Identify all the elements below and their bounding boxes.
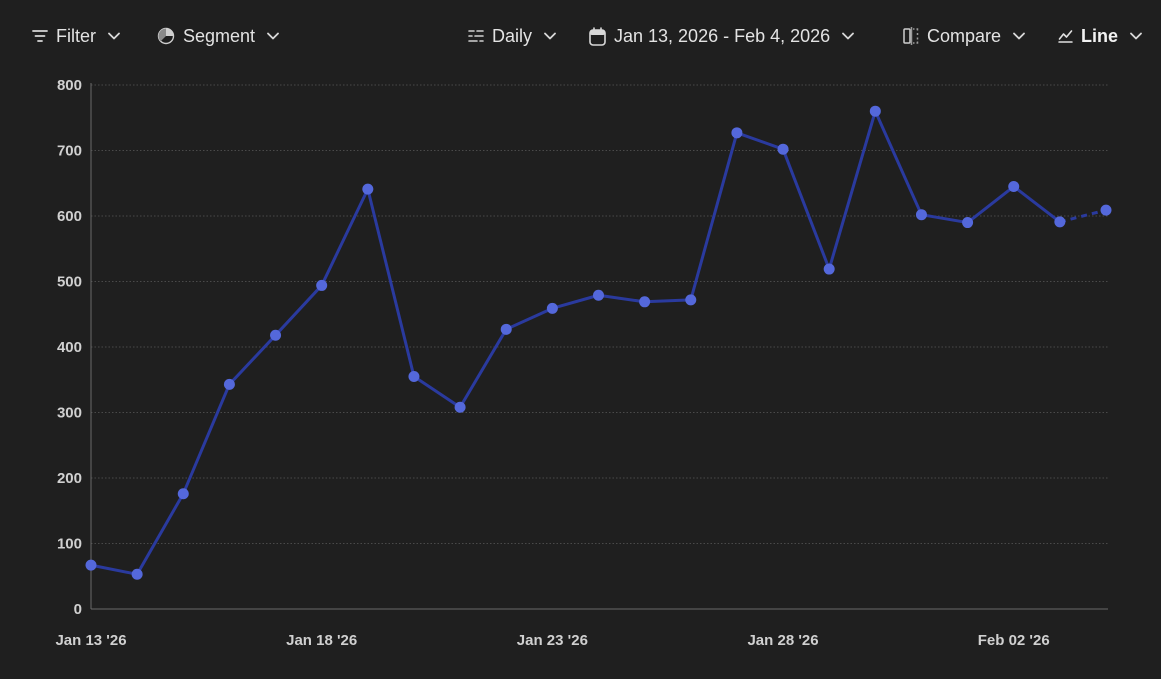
x-tick-label: Jan 23 '26 — [517, 632, 588, 649]
series-line-incomplete — [1059, 208, 1107, 224]
data-point[interactable] — [362, 183, 374, 195]
date-range-label: Jan 13, 2026 - Feb 4, 2026 — [614, 25, 831, 46]
data-point[interactable] — [869, 105, 881, 117]
data-point[interactable] — [731, 127, 743, 139]
line-chart: 0 100 200 300 400 500 600 700 800 Jan 13 '26 Jan … — [0, 70, 1161, 674]
chart-type-button[interactable]: Line — [1058, 22, 1142, 50]
y-tick-label: 0 — [74, 601, 82, 618]
y-axis: 0 100 200 300 400 500 600 700 800 — [57, 77, 92, 618]
x-tick-label: Jan 28 '26 — [747, 632, 818, 649]
y-tick-label: 400 — [57, 339, 82, 356]
data-point[interactable] — [639, 296, 651, 308]
data-point[interactable] — [223, 378, 235, 390]
chart-grid — [91, 84, 1108, 544]
y-tick-label: 800 — [57, 77, 82, 94]
chevron-down-icon — [1130, 32, 1142, 40]
line-chart-icon — [1058, 29, 1073, 43]
compare-label: Compare — [927, 25, 1002, 46]
data-point[interactable] — [270, 329, 282, 341]
calendar-icon — [589, 26, 606, 46]
toolbar: Filter Segment Daily Jan 13, 2026 - Feb … — [0, 0, 1161, 70]
x-tick-label: Feb 02 '26 — [978, 632, 1050, 649]
data-point[interactable] — [131, 568, 143, 580]
interval-icon — [468, 29, 484, 43]
data-point[interactable] — [316, 279, 328, 291]
filter-button[interactable]: Filter — [32, 22, 120, 50]
chevron-down-icon — [1013, 32, 1025, 40]
chevron-down-icon — [544, 32, 556, 40]
segment-label: Segment — [183, 25, 256, 46]
data-point[interactable] — [777, 143, 789, 155]
compare-button[interactable]: Compare — [903, 22, 1025, 50]
chart-type-label: Line — [1081, 25, 1119, 46]
data-point[interactable] — [1008, 181, 1020, 193]
data-point[interactable] — [546, 302, 558, 314]
y-tick-label: 600 — [57, 208, 82, 225]
data-point[interactable] — [685, 294, 697, 306]
chevron-down-icon — [842, 32, 855, 40]
series-line — [89, 109, 1062, 576]
compare-icon — [903, 27, 919, 45]
filter-icon — [32, 29, 48, 43]
data-point[interactable] — [1054, 216, 1066, 228]
y-tick-label: 100 — [57, 536, 82, 553]
chevron-down-icon — [108, 32, 120, 40]
date-range-button[interactable]: Jan 13, 2026 - Feb 4, 2026 — [589, 22, 855, 50]
filter-label: Filter — [56, 25, 96, 46]
data-point[interactable] — [177, 488, 189, 500]
data-point[interactable] — [500, 323, 512, 335]
data-point[interactable] — [962, 217, 974, 229]
chevron-down-icon — [267, 32, 279, 40]
chart-series — [85, 105, 1112, 580]
data-point[interactable] — [408, 370, 420, 382]
pie-icon — [157, 27, 175, 45]
data-point[interactable] — [823, 263, 835, 275]
x-tick-label: Jan 18 '26 — [286, 632, 357, 649]
data-point[interactable] — [593, 289, 604, 301]
y-tick-label: 700 — [57, 143, 82, 160]
y-tick-label: 200 — [57, 470, 82, 487]
interval-label: Daily — [492, 25, 533, 46]
x-tick-label: Jan 13 '26 — [55, 632, 126, 649]
y-tick-label: 300 — [57, 405, 82, 422]
data-point[interactable] — [1100, 204, 1112, 216]
x-axis: Jan 13 '26 Jan 18 '26 Jan 23 '26 Jan 28 '26… — [55, 608, 1108, 649]
data-point[interactable] — [85, 559, 97, 571]
y-tick-label: 500 — [57, 274, 82, 291]
segment-button[interactable]: Segment — [157, 22, 279, 50]
interval-button[interactable]: Daily — [468, 22, 556, 50]
data-point[interactable] — [915, 209, 927, 221]
data-point[interactable] — [454, 401, 466, 413]
